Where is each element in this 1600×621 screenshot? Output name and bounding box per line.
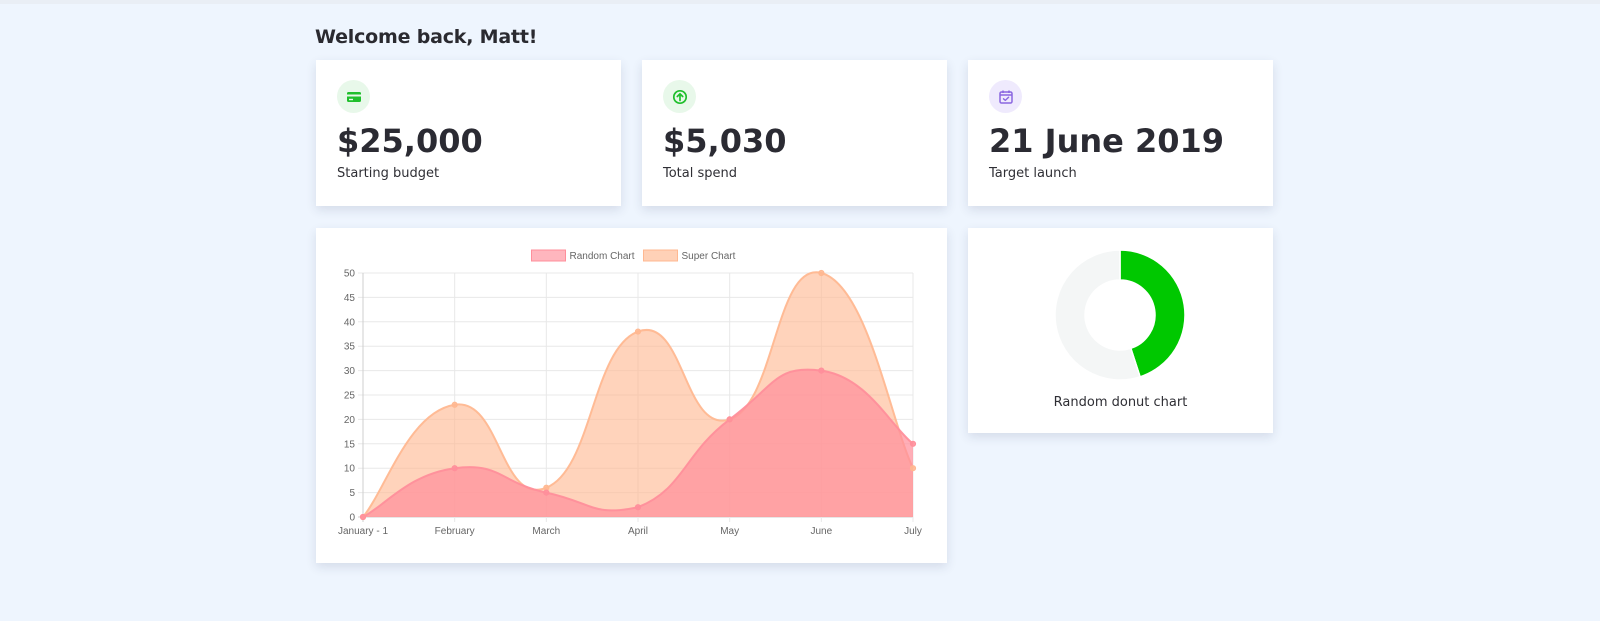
y-tick-label: 45 [344, 293, 356, 304]
y-tick-label: 50 [344, 269, 356, 280]
chart-points [359, 269, 917, 521]
top-border [0, 0, 1600, 4]
y-tick-label: 35 [344, 342, 356, 353]
y-tick-label: 30 [344, 366, 356, 377]
data-point[interactable] [818, 367, 825, 374]
series-area [363, 369, 913, 517]
donut-chart-label: Random donut chart [1053, 395, 1188, 410]
spend-label: Total spend [663, 166, 738, 181]
donut-slice[interactable] [1054, 249, 1142, 381]
data-point[interactable] [451, 465, 458, 472]
y-tick-label: 25 [344, 391, 356, 402]
chart-legend: Random Chart Super Chart [531, 249, 736, 262]
y-tick-label: 0 [349, 513, 355, 524]
legend-item[interactable]: Random Chart [531, 249, 635, 262]
budget-value: $25,000 [337, 122, 483, 160]
data-point[interactable] [634, 328, 642, 335]
x-tick-label: July [904, 526, 922, 537]
chart-axes: 0 5 10 15 20 25 30 35 40 45 50 January - 1 February M… [338, 269, 922, 538]
calendar-check-icon [989, 80, 1022, 113]
x-tick-label: February [435, 526, 475, 537]
data-point[interactable] [543, 489, 550, 496]
legend-label: Super Chart [682, 251, 736, 262]
donut-chart-card: Random donut chart [968, 228, 1273, 433]
donut-chart [1054, 249, 1186, 381]
launch-value: 21 June 2019 [989, 122, 1225, 160]
donut-slice[interactable] [1119, 249, 1186, 378]
data-point[interactable] [909, 440, 917, 447]
y-tick-label: 40 [344, 317, 356, 328]
legend-label: Random Chart [570, 251, 635, 262]
x-tick-label: March [532, 526, 560, 537]
spend-value: $5,030 [663, 122, 787, 160]
credit-card-icon [337, 80, 370, 113]
y-tick-label: 5 [349, 488, 355, 499]
data-point[interactable] [634, 504, 642, 511]
area-chart-card: 0 5 10 15 20 25 30 35 40 45 50 January - 1 February M… [316, 228, 947, 563]
arrow-up-circle-icon [663, 80, 696, 113]
y-tick-label: 20 [344, 415, 356, 426]
page-title: Welcome back, Matt! [315, 26, 538, 48]
budget-card: $25,000 Starting budget [316, 60, 621, 206]
x-tick-label: April [628, 526, 648, 537]
data-point[interactable] [359, 513, 367, 521]
legend-item[interactable]: Super Chart [643, 249, 736, 262]
budget-label: Starting budget [337, 166, 440, 181]
launch-card: 21 June 2019 Target launch [968, 60, 1273, 206]
data-point[interactable] [451, 401, 458, 408]
y-tick-label: 10 [344, 464, 356, 475]
launch-label: Target launch [989, 166, 1077, 181]
y-tick-label: 15 [344, 439, 356, 450]
x-tick-label: May [720, 526, 739, 537]
legend-swatch [643, 249, 678, 262]
data-point[interactable] [909, 465, 917, 472]
data-point[interactable] [726, 416, 733, 423]
legend-swatch [531, 249, 566, 262]
x-tick-label: June [810, 526, 832, 537]
data-point[interactable] [818, 269, 825, 277]
area-chart: 0 5 10 15 20 25 30 35 40 45 50 January - 1 February M… [338, 249, 922, 538]
spend-card: $5,030 Total spend [642, 60, 947, 206]
x-tick-label: January - 1 [338, 526, 388, 537]
